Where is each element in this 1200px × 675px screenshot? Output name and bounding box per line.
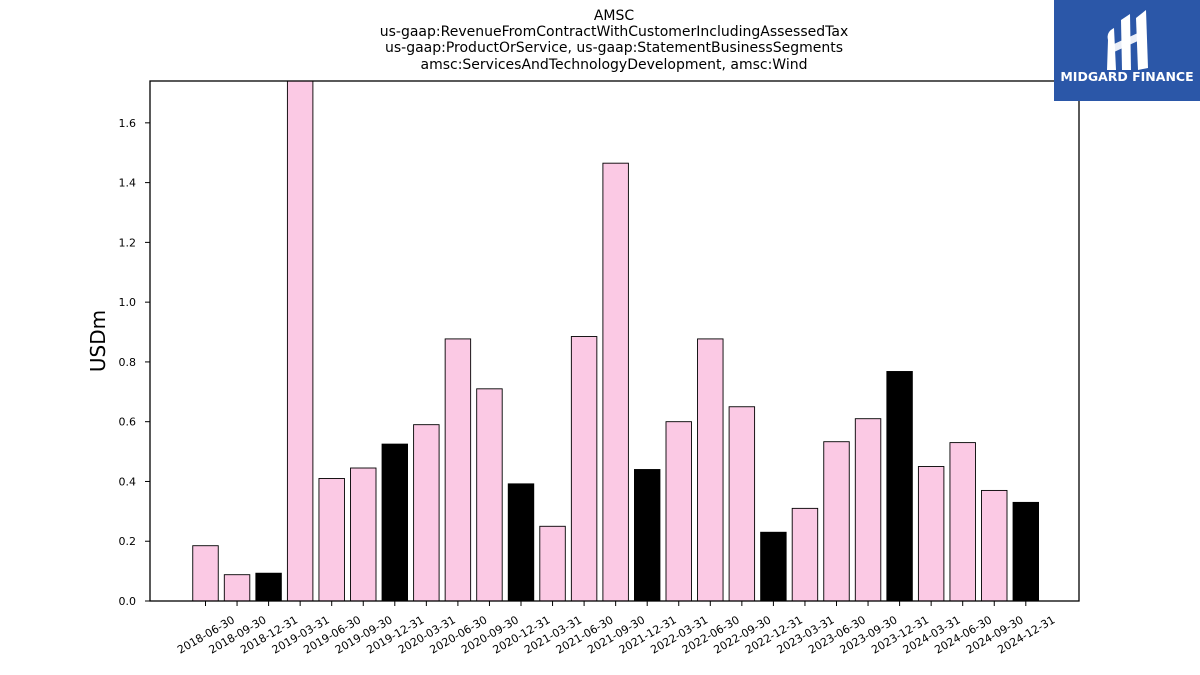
y-tick-label: 1.2 [119, 236, 137, 249]
chart-title-line-1: AMSC [594, 8, 635, 24]
y-tick-label: 0.8 [119, 356, 137, 369]
y-tick-label: 1.6 [119, 117, 137, 130]
bar-2021-12-31 [634, 469, 661, 602]
bar-2019-03-31 [286, 80, 314, 602]
bar-2024-12-31 [1012, 501, 1039, 602]
bar-2020-03-31 [413, 424, 440, 602]
y-tick-label: 0.2 [119, 535, 137, 548]
bar-2024-06-30 [949, 442, 976, 602]
bar-2021-03-31 [539, 525, 566, 602]
bar-2022-12-31 [760, 531, 787, 602]
bar-2023-12-31 [886, 371, 913, 602]
chart-title-line-4: amsc:ServicesAndTechnologyDevelopment, a… [421, 57, 808, 73]
midgard-finance-logo: MIDGARD FINANCE [1054, 0, 1200, 101]
bar-2020-09-30 [476, 388, 503, 602]
bar-2021-06-30 [570, 336, 598, 602]
bar-2023-06-30 [823, 441, 850, 602]
bar-2022-09-30 [728, 406, 756, 602]
bars [192, 80, 1039, 602]
y-tick-label: 0.4 [119, 475, 137, 488]
bar-2019-06-30 [318, 478, 345, 602]
bar-2018-12-31 [255, 572, 282, 602]
bar-2021-09-30 [602, 162, 629, 602]
y-tick-label: 0.0 [119, 595, 137, 608]
bar-2022-03-31 [665, 421, 692, 602]
chart-title-line-3: us-gaap:ProductOrService, us-gaap:Statem… [385, 40, 843, 56]
chart-title-line-2: us-gaap:RevenueFromContractWithCustomerI… [380, 24, 849, 40]
chart-title: AMSC us-gaap:RevenueFromContractWithCust… [380, 8, 849, 73]
y-tick-label: 1.4 [119, 177, 137, 190]
bar-2018-09-30 [223, 574, 251, 602]
plot-frame [149, 80, 1080, 602]
bar-2020-06-30 [444, 338, 472, 602]
y-axis-ticks: 0.0 0.2 0.4 0.6 0.8 1.0 1.2 1.4 1.6 [119, 117, 150, 608]
bar-2019-12-31 [381, 443, 408, 602]
bar-2024-03-31 [917, 466, 945, 602]
bar-2023-09-30 [854, 418, 882, 602]
y-tick-label: 1.0 [119, 296, 137, 309]
logo-mark-icon [1107, 10, 1148, 70]
bar-2018-06-30 [192, 545, 219, 602]
logo-text: MIDGARD FINANCE [1060, 69, 1193, 84]
bar-2022-06-30 [697, 338, 724, 602]
y-tick-label: 0.6 [119, 416, 137, 429]
bar-2023-03-31 [791, 507, 819, 602]
bar-2020-12-31 [507, 483, 535, 602]
y-axis-label: USDm [86, 310, 110, 372]
bar-2024-09-30 [981, 489, 1008, 602]
bar-2019-09-30 [350, 467, 377, 602]
